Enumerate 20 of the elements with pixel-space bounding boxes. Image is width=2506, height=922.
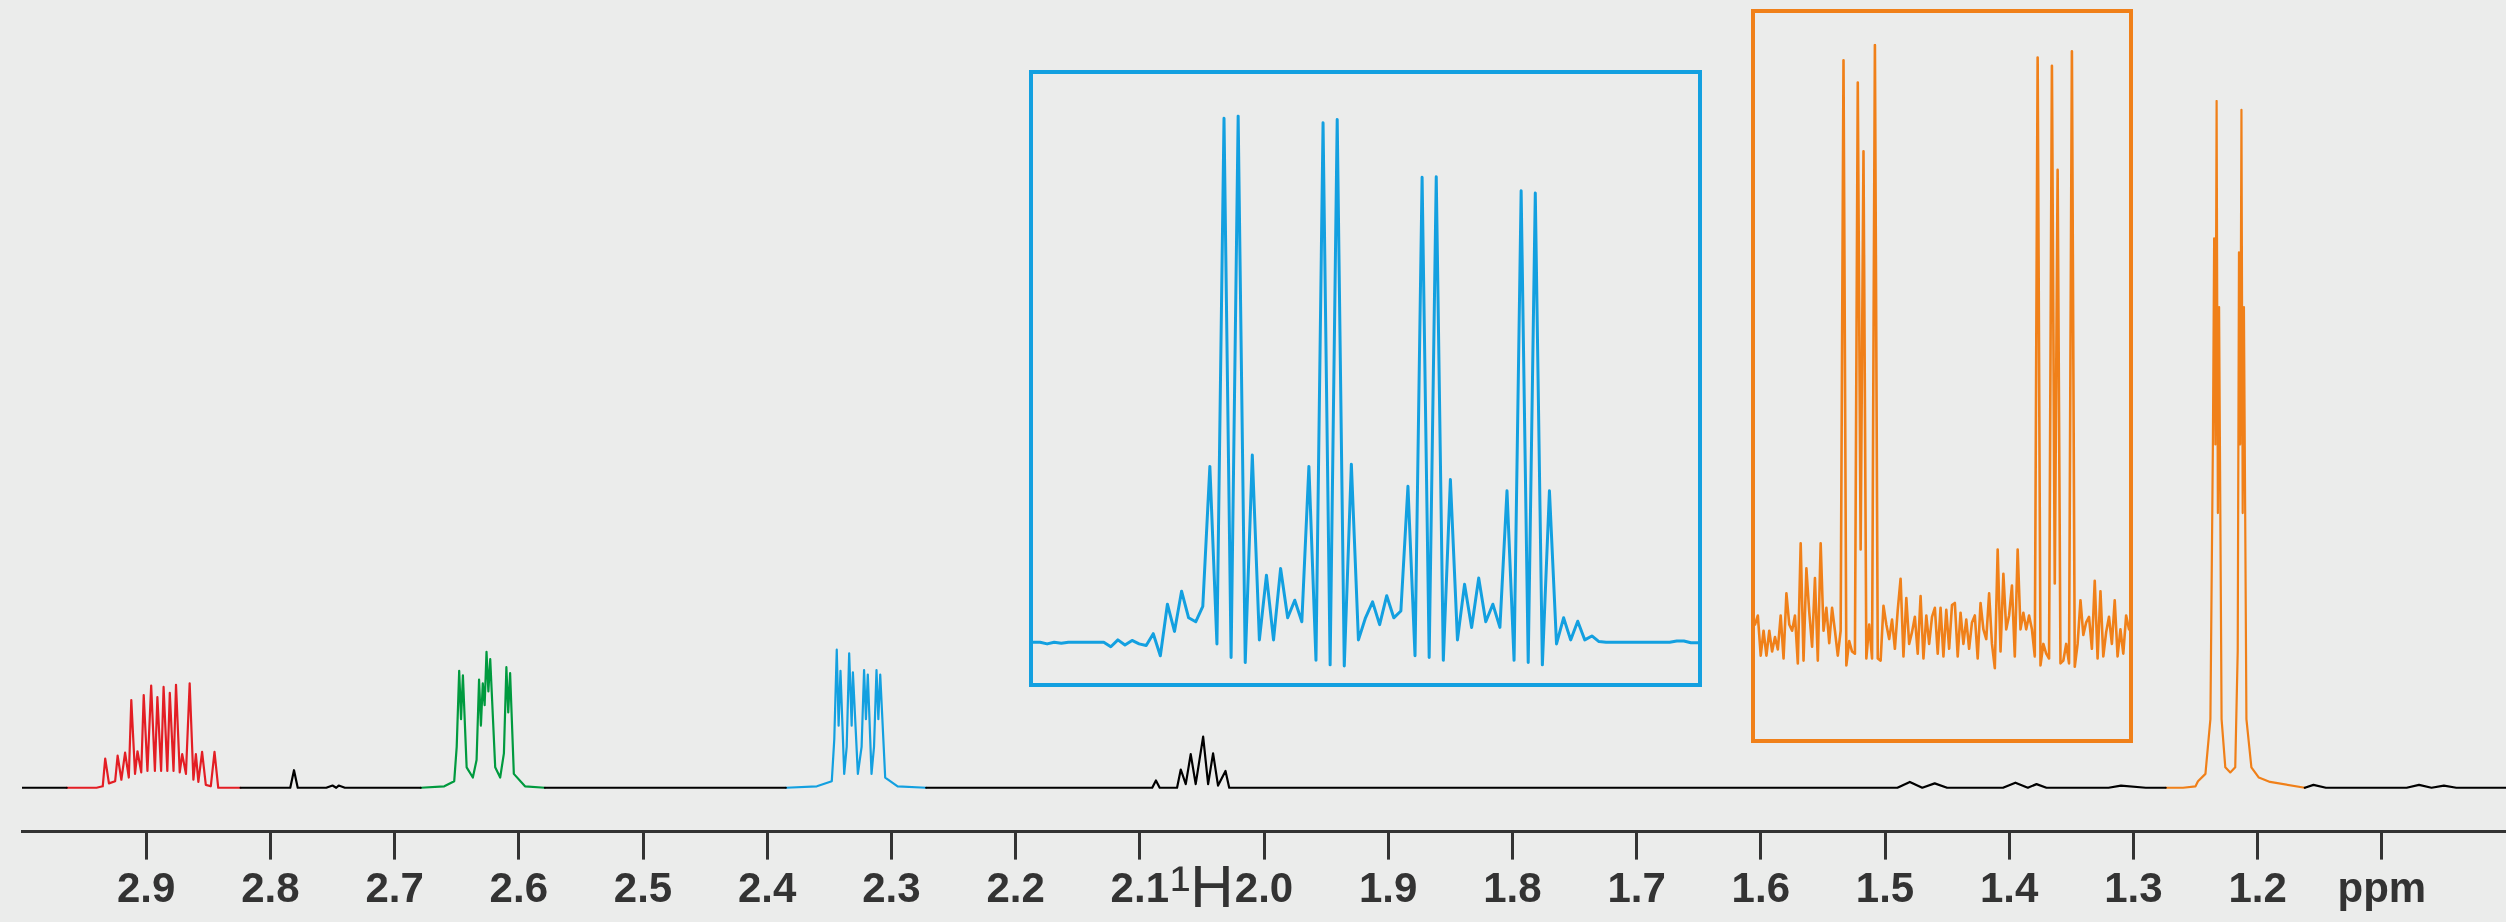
x-tick-label: ppm (2337, 864, 2427, 912)
x-tick-label: 1.9 (1359, 864, 1418, 912)
x-tick-label: 2.9 (117, 864, 176, 912)
x-tick-label: 1.5 (1855, 864, 1915, 912)
x-tick-label: 1.4 (1980, 864, 2040, 912)
x-tick-label: 1.8 (1483, 864, 1542, 912)
x-tick-label: 2.1 (1110, 864, 1169, 912)
x-tick-label: 2.5 (613, 864, 673, 912)
x-tick-label: 1.6 (1731, 864, 1790, 912)
x-tick-label: 1.3 (2104, 864, 2163, 912)
x-tick-label: 1.7 (1607, 864, 1666, 912)
x-axis-title: ¹H (1170, 852, 1234, 920)
x-tick-label: 2.8 (241, 864, 300, 912)
x-tick-label: 2.4 (738, 864, 798, 912)
x-tick-label: 2.0 (1234, 864, 1294, 912)
x-tick-label: 1.2 (2228, 864, 2287, 912)
x-tick-label: 2.3 (862, 864, 921, 912)
x-tick-label: 2.6 (489, 864, 548, 912)
x-tick-label: 2.2 (986, 864, 1045, 912)
x-tick-label: 2.7 (365, 864, 424, 912)
